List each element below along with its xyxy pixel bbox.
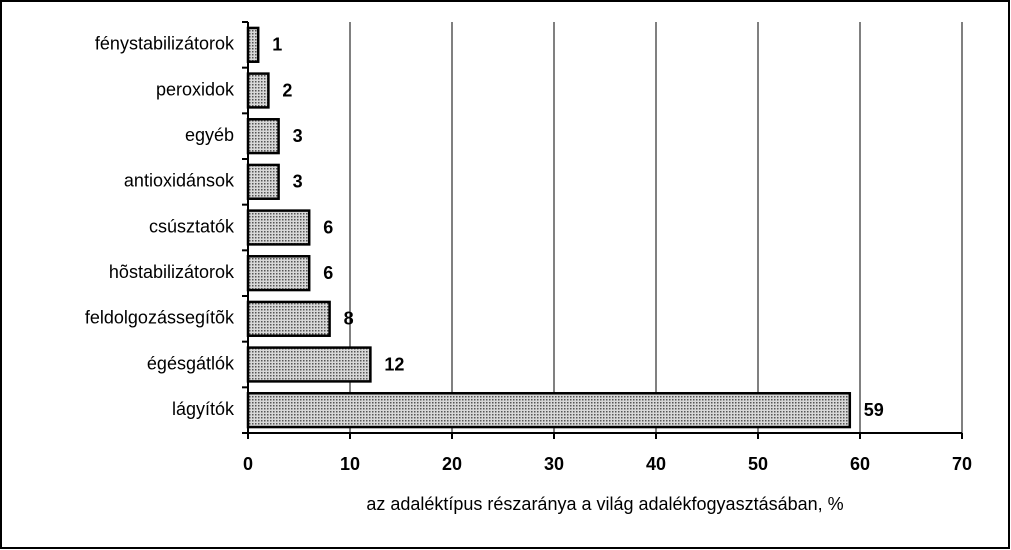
bar: [246, 72, 270, 109]
y-tick-label: antioxidánsok: [124, 171, 235, 191]
x-tick-label: 20: [442, 454, 462, 474]
x-tick-label: 60: [850, 454, 870, 474]
x-tick-label: 50: [748, 454, 768, 474]
x-tick-label: 10: [340, 454, 360, 474]
bar: [246, 255, 311, 292]
y-tick-label: csúsztatók: [149, 216, 235, 236]
data-label: 1: [272, 35, 282, 55]
data-label: 3: [293, 126, 303, 146]
x-axis-label: az adaléktípus részaránya a világ adalék…: [366, 494, 843, 514]
y-tick-label: feldolgozássegítõk: [85, 308, 235, 328]
y-tick-label: égésgátlók: [147, 353, 235, 373]
y-tick-label: egyéb: [185, 125, 234, 145]
data-label: 3: [293, 172, 303, 192]
bar: [246, 209, 311, 246]
bar: [246, 163, 280, 200]
data-label: 2: [282, 80, 292, 100]
data-label: 8: [344, 309, 354, 329]
x-tick-label: 40: [646, 454, 666, 474]
x-tick-label: 70: [952, 454, 972, 474]
y-tick-label: hõstabilizátorok: [109, 262, 235, 282]
y-tick-label: peroxidok: [156, 79, 235, 99]
data-label: 12: [384, 354, 404, 374]
data-label: 6: [323, 217, 333, 237]
x-tick-label: 0: [243, 454, 253, 474]
bar: [246, 118, 280, 155]
bar: [246, 346, 372, 383]
data-label: 6: [323, 263, 333, 283]
bar: [246, 300, 331, 337]
data-label: 59: [864, 400, 884, 420]
bar: [246, 392, 852, 429]
y-tick-label: fénystabilizátorok: [95, 34, 235, 54]
y-tick-label: lágyítók: [172, 399, 235, 419]
bar: [246, 26, 260, 63]
x-tick-label: 30: [544, 454, 564, 474]
